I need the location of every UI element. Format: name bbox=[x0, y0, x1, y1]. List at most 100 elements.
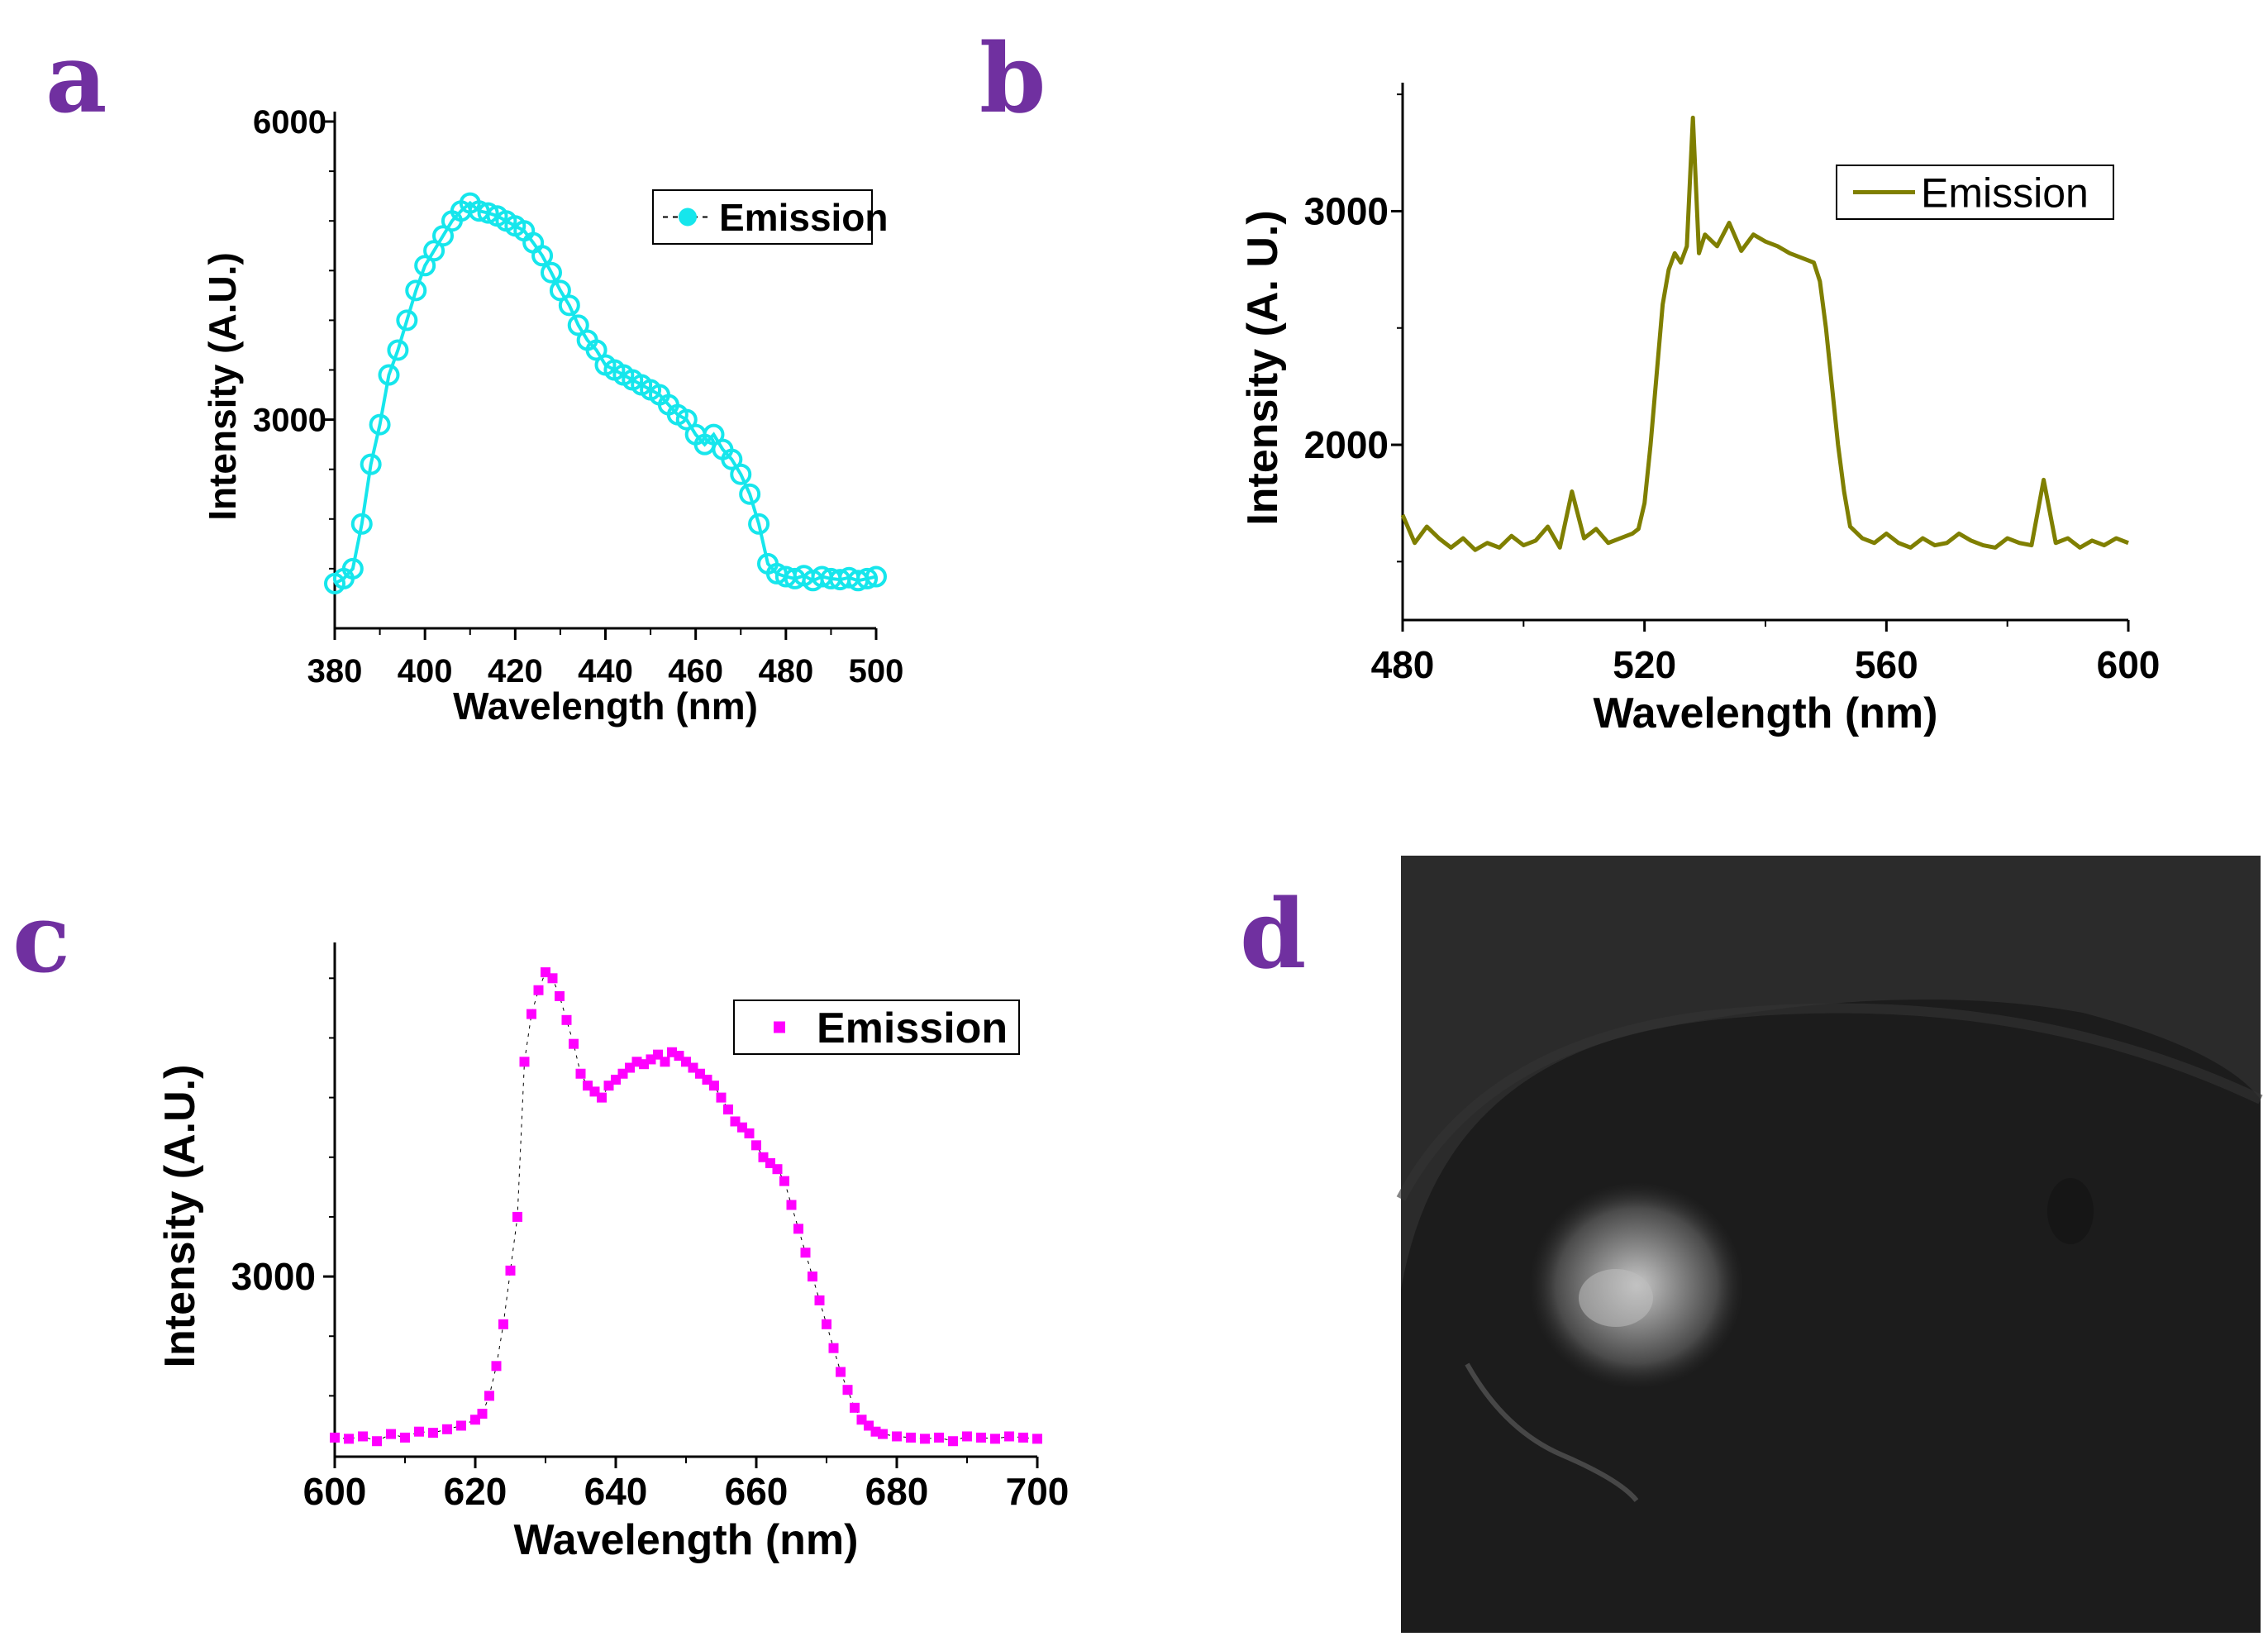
panel-label-a: a bbox=[45, 23, 107, 135]
data-point bbox=[512, 1211, 522, 1222]
data-point bbox=[597, 1092, 607, 1103]
x-tick-label: 660 bbox=[725, 1470, 789, 1513]
data-point bbox=[378, 364, 400, 386]
data-point bbox=[865, 565, 887, 588]
chart-b-emission: 480 520 560 600 3000 2000 Wavelength (nm) Inten… bbox=[1239, 83, 2160, 737]
y-tick-label: 6000 bbox=[253, 104, 326, 141]
data-point bbox=[856, 567, 879, 589]
data-point bbox=[519, 1057, 530, 1067]
data-point bbox=[414, 1426, 424, 1437]
data-point bbox=[561, 1014, 572, 1025]
data-point bbox=[575, 1068, 586, 1079]
data-point bbox=[400, 1432, 410, 1443]
data-point bbox=[814, 1295, 825, 1305]
cell-core bbox=[1579, 1269, 1653, 1327]
data-point bbox=[526, 1009, 536, 1019]
x-tick-label: 620 bbox=[444, 1470, 507, 1513]
data-point bbox=[976, 1432, 986, 1443]
data-point bbox=[793, 1224, 803, 1234]
x-axis-title: Wavelength (nm) bbox=[514, 1516, 859, 1564]
data-point bbox=[547, 973, 558, 984]
chart-a-emission: 380 400 420 440 460 480 500 6000 3000 Wavelength … bbox=[201, 104, 903, 728]
x-tick-label: 440 bbox=[578, 653, 633, 689]
data-point bbox=[850, 1402, 860, 1413]
data-point bbox=[330, 1432, 340, 1443]
data-point bbox=[779, 1176, 789, 1186]
x-axis-title: Wavelength (nm) bbox=[1594, 689, 1938, 737]
x-tick-label: 420 bbox=[488, 653, 543, 689]
dark-spot bbox=[2047, 1178, 2094, 1244]
data-point bbox=[660, 1057, 670, 1067]
x-tick-label: 520 bbox=[1613, 643, 1676, 686]
data-point bbox=[387, 339, 409, 361]
x-tick-label: 600 bbox=[303, 1470, 367, 1513]
data-point bbox=[484, 1391, 494, 1401]
data-point bbox=[533, 985, 544, 995]
x-tick-label: 480 bbox=[758, 653, 813, 689]
data-point bbox=[558, 294, 580, 317]
data-point bbox=[1018, 1432, 1028, 1443]
data-point bbox=[751, 1140, 761, 1151]
data-point bbox=[350, 513, 373, 535]
y-axis-title: Intensity (A. U.) bbox=[1239, 210, 1287, 525]
data-point bbox=[906, 1432, 916, 1443]
data-point bbox=[828, 1343, 839, 1353]
data-point bbox=[822, 1319, 831, 1329]
x-tick-label: 560 bbox=[1855, 643, 1918, 686]
data-point bbox=[428, 1428, 438, 1438]
data-point bbox=[748, 513, 770, 535]
data-point bbox=[555, 990, 565, 1001]
data-point bbox=[341, 557, 364, 580]
data-point bbox=[730, 463, 752, 485]
x-axis-title: Wavelength (nm) bbox=[453, 685, 758, 728]
data-point bbox=[505, 1265, 516, 1276]
data-point bbox=[456, 1420, 466, 1431]
data-point bbox=[800, 1248, 811, 1258]
data-point bbox=[491, 1361, 502, 1372]
data-point bbox=[892, 1431, 902, 1442]
faint-streak bbox=[1465, 1362, 1639, 1502]
data-point bbox=[442, 1424, 452, 1434]
x-tick-label: 700 bbox=[1006, 1470, 1070, 1513]
data-point bbox=[360, 453, 382, 475]
data-point bbox=[344, 1434, 354, 1444]
legend-swatch bbox=[774, 1021, 785, 1033]
x-tick-label: 380 bbox=[307, 653, 363, 689]
data-point bbox=[1032, 1434, 1042, 1444]
data-point bbox=[723, 1104, 733, 1115]
data-point bbox=[541, 261, 562, 284]
data-point bbox=[934, 1432, 944, 1443]
data-point bbox=[808, 1271, 817, 1282]
data-point bbox=[386, 1429, 396, 1439]
data-point bbox=[739, 483, 761, 505]
data-point bbox=[786, 1200, 797, 1210]
arc-edge bbox=[1396, 1003, 2263, 1201]
data-point bbox=[842, 1385, 853, 1396]
dark-region bbox=[1401, 1000, 2261, 1633]
data-point bbox=[498, 1319, 508, 1329]
data-point bbox=[358, 1431, 368, 1442]
data-point bbox=[477, 1409, 488, 1419]
y-tick-label: 2000 bbox=[1304, 423, 1389, 466]
data-point bbox=[1004, 1431, 1014, 1442]
y-tick-label: 3000 bbox=[253, 403, 326, 439]
x-tick-label: 640 bbox=[584, 1470, 648, 1513]
legend-swatch bbox=[679, 208, 697, 227]
data-point bbox=[878, 1429, 888, 1439]
data-point bbox=[772, 1164, 783, 1175]
data-point bbox=[531, 245, 554, 267]
legend-label: Emission bbox=[1921, 170, 2089, 217]
y-tick-label: 3000 bbox=[1304, 190, 1389, 233]
data-point bbox=[569, 1038, 579, 1049]
data-point bbox=[920, 1434, 930, 1444]
data-point bbox=[716, 1092, 727, 1103]
x-tick-label: 480 bbox=[1371, 643, 1435, 686]
data-point bbox=[744, 1128, 755, 1138]
panel-label-c: c bbox=[12, 883, 70, 995]
chart-c-emission: 600 620 640 660 680 700 3000 Wavelength (nm) Int… bbox=[156, 942, 1069, 1564]
y-axis-title: Intensity (A.U.) bbox=[201, 252, 244, 521]
y-axis-title: Intensity (A.U.) bbox=[156, 1065, 204, 1368]
data-point bbox=[369, 413, 391, 436]
data-point bbox=[836, 1367, 846, 1377]
